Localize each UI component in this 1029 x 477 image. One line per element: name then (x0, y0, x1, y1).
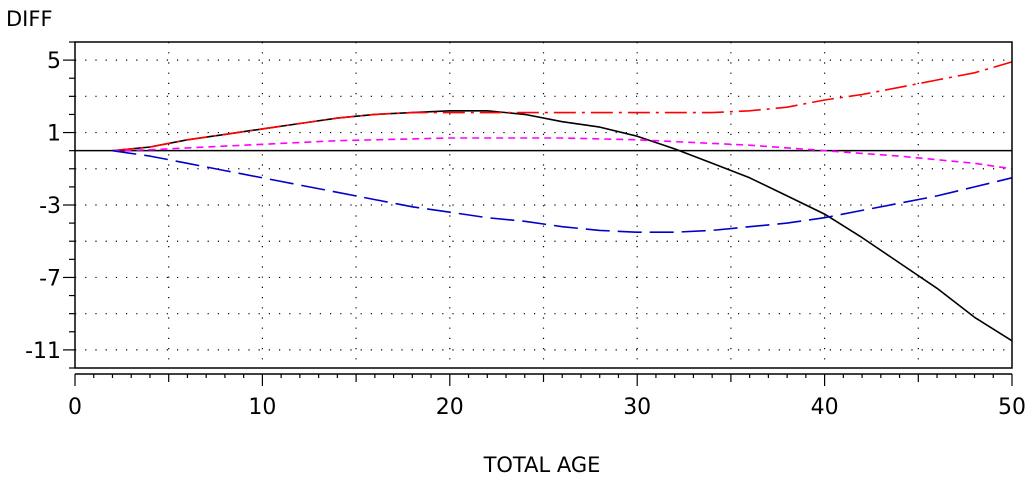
series-line-2 (112, 61, 1013, 152)
x-tick-label: 20 (436, 395, 464, 420)
series-line-4 (112, 149, 1013, 233)
x-tick-label: 40 (811, 395, 839, 420)
x-tick-label: 50 (998, 395, 1026, 420)
y-axis: 5 1 -3 -7 -11 (25, 41, 75, 369)
series-layer (112, 61, 1013, 342)
x-axis: 0 10 20 30 40 50 (68, 373, 1026, 420)
y-tick-label: -11 (25, 339, 61, 364)
x-tick-label: 10 (248, 395, 276, 420)
x-tick-label: 30 (623, 395, 651, 420)
y-tick-label: -3 (39, 194, 61, 219)
y-axis-title: DIFF (6, 7, 53, 31)
y-tick-label: -7 (39, 266, 61, 291)
y-tick-label: 1 (47, 122, 61, 147)
x-tick-label: 0 (68, 395, 82, 420)
y-tick-label: 5 (47, 49, 61, 74)
series-line-3 (112, 137, 1013, 170)
x-axis-title: TOTAL AGE (483, 453, 601, 477)
grid (75, 42, 1012, 368)
